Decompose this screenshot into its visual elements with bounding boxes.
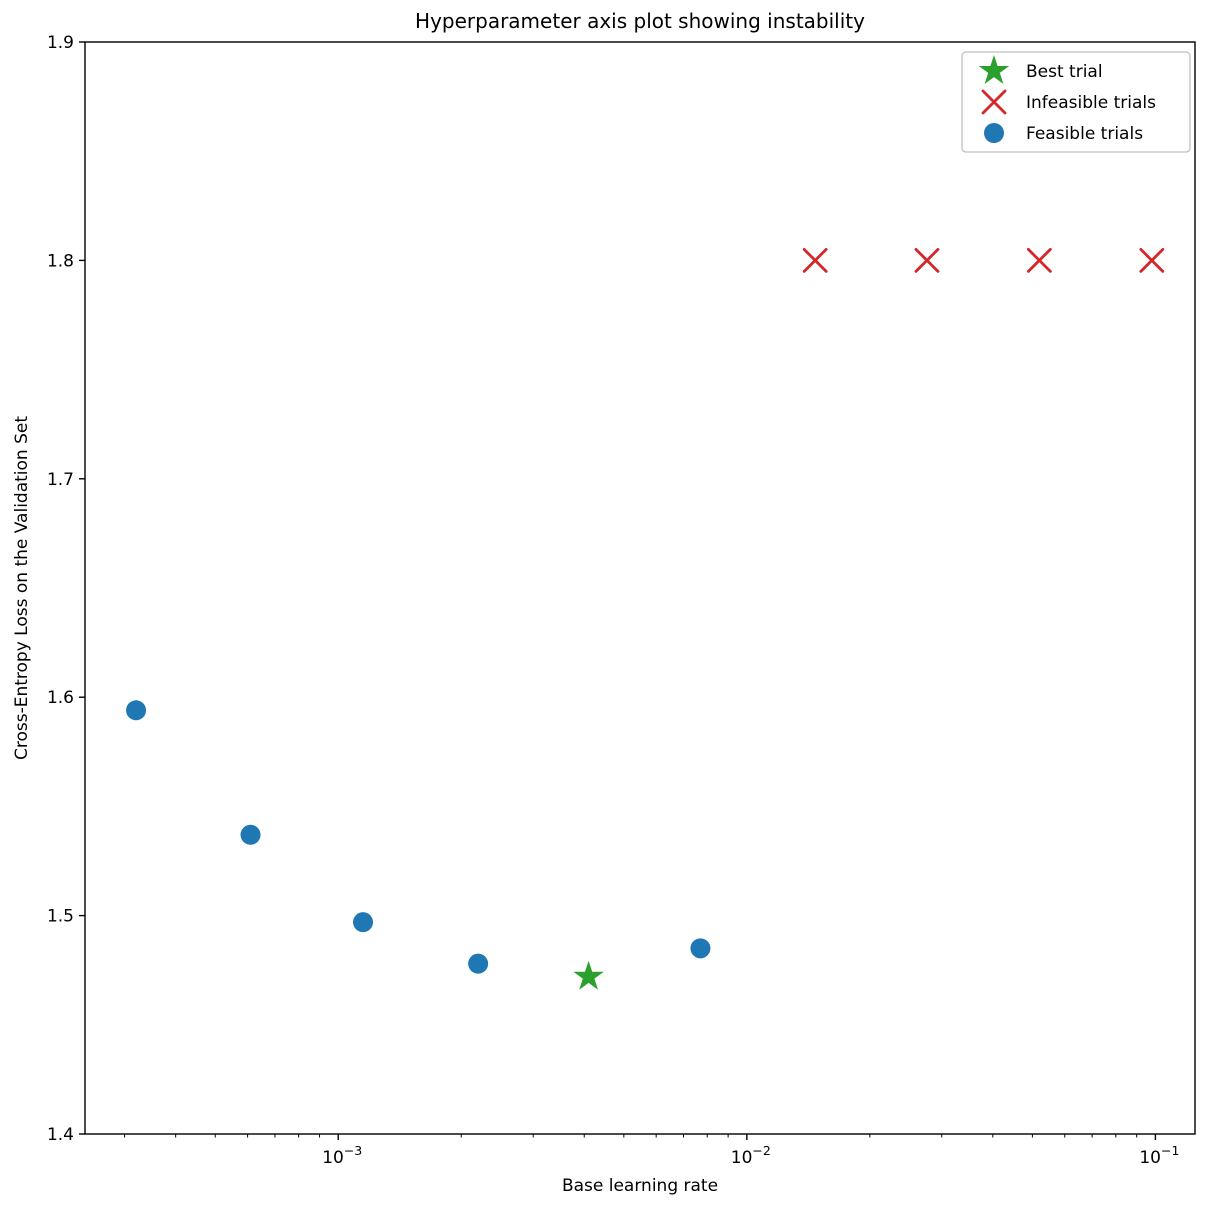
data-point-best-trial <box>573 960 604 990</box>
x-tick-label: 10−3 <box>322 1143 362 1168</box>
y-tick-label: 1.9 <box>47 33 74 53</box>
data-point-infeasible-trials <box>1139 248 1165 273</box>
x-tick-label: 10−2 <box>731 1143 771 1168</box>
y-tick-label: 1.5 <box>47 907 74 927</box>
series-best-trial <box>573 960 604 990</box>
data-point-feasible-trials <box>240 824 261 845</box>
legend-entry-best-trial: Best trial <box>978 55 1103 84</box>
axes-frame <box>84 41 1196 1135</box>
y-tick-label: 1.4 <box>47 1125 74 1145</box>
data-point-feasible-trials <box>468 953 489 974</box>
legend-marker-circle <box>984 123 1004 143</box>
data-point-feasible-trials <box>690 938 711 959</box>
chart-title: Hyperparameter axis plot showing instabi… <box>415 9 865 33</box>
legend-label: Best trial <box>1026 62 1103 82</box>
legend: Best trial Infeasible trials Feasible tria… <box>961 51 1191 153</box>
data-point-infeasible-trials <box>802 248 828 273</box>
y-axis-label: Cross-Entropy Loss on the Validation Set <box>12 415 32 761</box>
data-point-feasible-trials <box>126 700 147 721</box>
y-tick-label: 1.6 <box>47 688 74 708</box>
data-point-infeasible-trials <box>1026 248 1052 273</box>
legend-entry-feasible-trials: Feasible trials <box>984 123 1143 144</box>
data-point-infeasible-trials <box>914 248 940 273</box>
series-feasible-trials <box>126 700 711 974</box>
legend-label: Feasible trials <box>1026 124 1143 144</box>
legend-label: Infeasible trials <box>1026 93 1156 113</box>
x-axis-label: Base learning rate <box>561 1176 719 1196</box>
y-tick-label: 1.8 <box>47 251 74 271</box>
legend-frame <box>961 51 1191 153</box>
y-tick-label: 1.7 <box>47 470 74 490</box>
legend-marker-x <box>981 89 1007 115</box>
data-point-feasible-trials <box>353 912 374 933</box>
legend-marker-star <box>978 55 1010 84</box>
series-infeasible-trials <box>802 248 1165 273</box>
legend-entry-infeasible-trials: Infeasible trials <box>981 89 1156 115</box>
x-tick-label: 10−1 <box>1139 1143 1179 1168</box>
